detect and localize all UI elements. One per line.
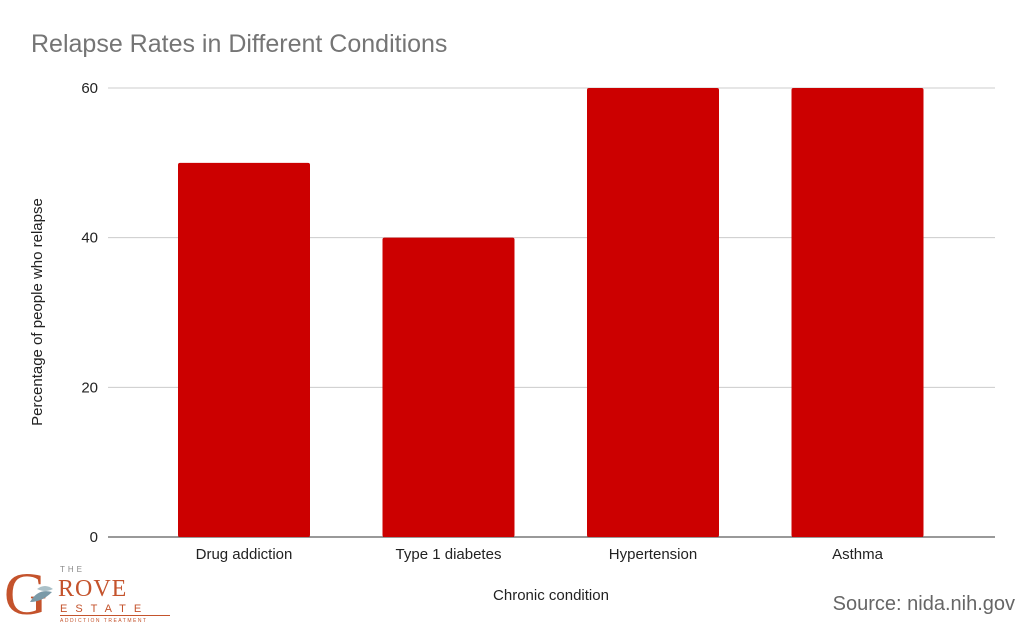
leaf-icon [37, 586, 53, 591]
logo-tagline: ADDICTION TREATMENT [60, 618, 147, 624]
logo-estate: ESTATE [60, 603, 149, 615]
source-note: Source: nida.nih.gov [832, 593, 1015, 615]
leaf-icon [30, 591, 52, 602]
y-axis-label: Percentage of people who relapse [29, 198, 46, 426]
y-tick-label: 20 [81, 379, 98, 396]
x-tick-label: Asthma [832, 546, 884, 563]
grove-estate-logo: G THE ROVE ESTATE ADDICTION TREATMENT [4, 561, 170, 627]
bar [178, 162, 310, 538]
logo-rove: ROVE [58, 576, 127, 602]
x-axis-label: Chronic condition [493, 587, 609, 604]
logo-the: THE [60, 565, 85, 574]
bar [791, 88, 924, 537]
bar [587, 88, 719, 537]
y-tick-label: 40 [81, 230, 98, 247]
bar [382, 237, 515, 537]
x-tick-label: Drug addiction [196, 546, 293, 563]
y-tick-label: 0 [90, 529, 98, 546]
chart-title: Relapse Rates in Different Conditions [31, 30, 448, 58]
x-tick-label: Hypertension [609, 546, 697, 563]
y-tick-label: 60 [81, 80, 98, 97]
x-tick-label: Type 1 diabetes [396, 546, 502, 563]
